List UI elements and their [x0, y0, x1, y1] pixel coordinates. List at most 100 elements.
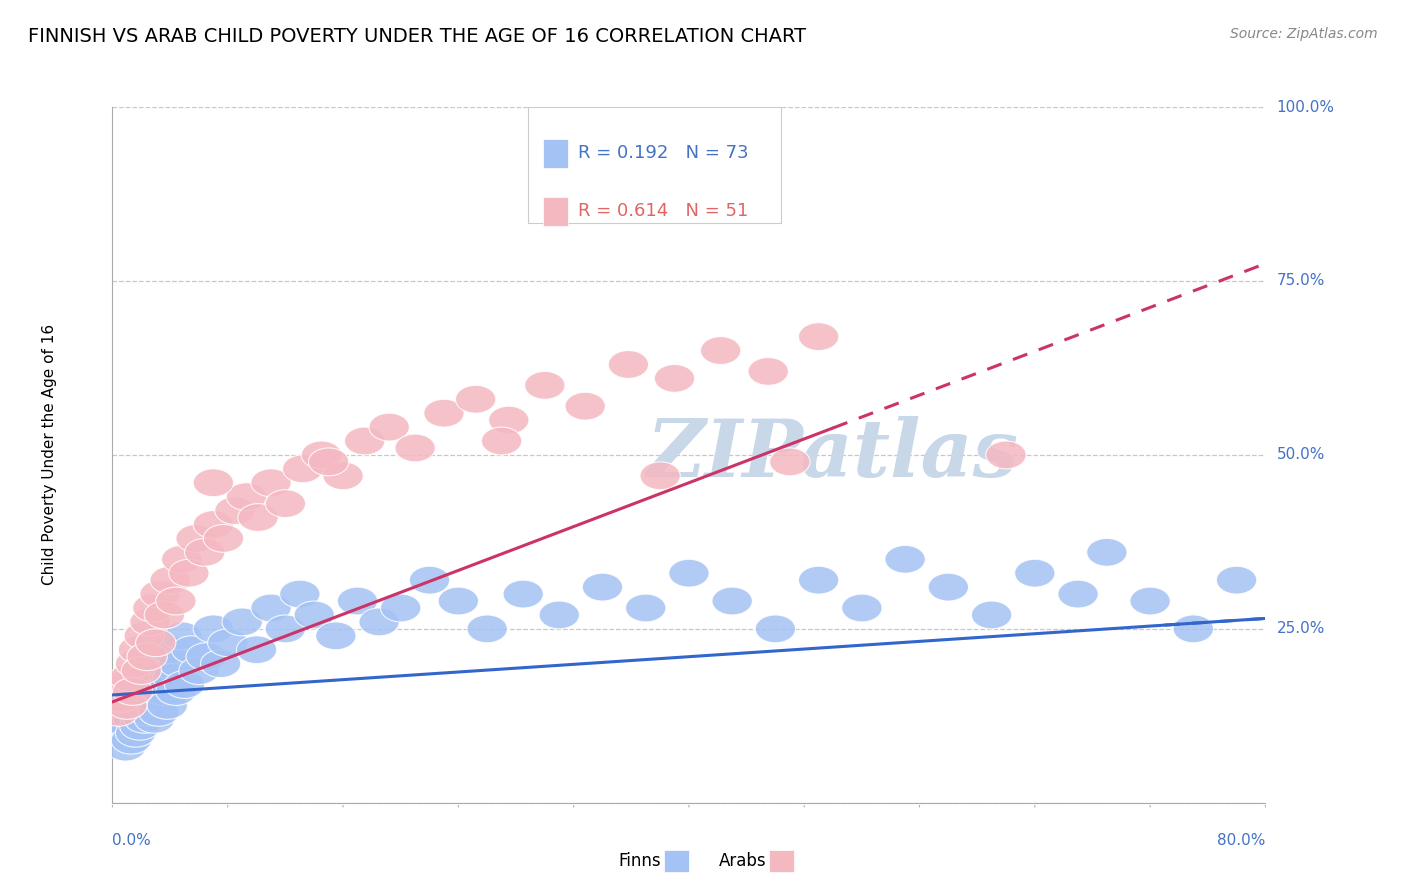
Ellipse shape	[117, 684, 157, 713]
Ellipse shape	[204, 524, 243, 552]
Ellipse shape	[640, 462, 681, 490]
Ellipse shape	[112, 691, 153, 719]
Ellipse shape	[127, 684, 167, 713]
Ellipse shape	[136, 684, 177, 713]
Ellipse shape	[489, 406, 529, 434]
Ellipse shape	[481, 427, 522, 455]
Text: ZIPatlas: ZIPatlas	[647, 417, 1019, 493]
Ellipse shape	[165, 671, 205, 698]
Ellipse shape	[121, 678, 162, 706]
Ellipse shape	[1216, 566, 1257, 594]
Ellipse shape	[700, 336, 741, 365]
Text: 100.0%: 100.0%	[1277, 100, 1334, 114]
Ellipse shape	[439, 587, 478, 615]
Ellipse shape	[107, 698, 148, 726]
Text: 25.0%: 25.0%	[1277, 622, 1324, 636]
Ellipse shape	[135, 671, 176, 698]
Ellipse shape	[972, 601, 1012, 629]
Ellipse shape	[110, 713, 150, 740]
Ellipse shape	[654, 365, 695, 392]
Ellipse shape	[316, 622, 356, 649]
Ellipse shape	[842, 594, 882, 622]
Ellipse shape	[135, 629, 176, 657]
Text: R = 0.614   N = 51: R = 0.614 N = 51	[578, 202, 748, 220]
Ellipse shape	[565, 392, 606, 420]
Text: 80.0%: 80.0%	[1218, 833, 1265, 848]
Ellipse shape	[186, 643, 226, 671]
Ellipse shape	[323, 462, 363, 490]
Ellipse shape	[238, 504, 278, 532]
Ellipse shape	[467, 615, 508, 643]
Ellipse shape	[118, 698, 159, 726]
Ellipse shape	[105, 733, 146, 761]
Ellipse shape	[215, 497, 254, 524]
Ellipse shape	[132, 691, 173, 719]
Ellipse shape	[112, 678, 153, 706]
Ellipse shape	[582, 574, 623, 601]
Ellipse shape	[110, 664, 150, 691]
Text: Child Poverty Under the Age of 16: Child Poverty Under the Age of 16	[42, 325, 56, 585]
Ellipse shape	[148, 691, 187, 719]
Ellipse shape	[139, 664, 180, 691]
Ellipse shape	[226, 483, 267, 510]
Ellipse shape	[124, 706, 165, 733]
Ellipse shape	[132, 594, 173, 622]
Ellipse shape	[266, 615, 305, 643]
Ellipse shape	[250, 594, 291, 622]
Ellipse shape	[162, 622, 202, 649]
Ellipse shape	[184, 539, 225, 566]
Ellipse shape	[129, 608, 170, 636]
Ellipse shape	[115, 719, 156, 747]
Ellipse shape	[120, 713, 160, 740]
Ellipse shape	[176, 524, 217, 552]
Ellipse shape	[115, 649, 156, 678]
Ellipse shape	[395, 434, 436, 462]
Ellipse shape	[423, 400, 464, 427]
Ellipse shape	[124, 622, 165, 649]
Ellipse shape	[1130, 587, 1170, 615]
Ellipse shape	[755, 615, 796, 643]
Ellipse shape	[337, 587, 378, 615]
Text: 50.0%: 50.0%	[1277, 448, 1324, 462]
Ellipse shape	[118, 636, 159, 664]
Ellipse shape	[524, 371, 565, 400]
Ellipse shape	[884, 545, 925, 574]
Ellipse shape	[193, 615, 233, 643]
Ellipse shape	[139, 580, 180, 608]
Ellipse shape	[928, 574, 969, 601]
Ellipse shape	[799, 566, 839, 594]
Ellipse shape	[1087, 539, 1128, 566]
Ellipse shape	[538, 601, 579, 629]
Ellipse shape	[114, 706, 155, 733]
Ellipse shape	[156, 678, 195, 706]
Text: R = 0.192   N = 73: R = 0.192 N = 73	[578, 145, 749, 162]
Ellipse shape	[134, 706, 174, 733]
Ellipse shape	[107, 691, 148, 719]
Ellipse shape	[1015, 559, 1054, 587]
Ellipse shape	[308, 448, 349, 475]
Ellipse shape	[111, 726, 152, 754]
Ellipse shape	[301, 441, 342, 469]
Ellipse shape	[222, 608, 263, 636]
Ellipse shape	[162, 545, 202, 574]
Ellipse shape	[1057, 580, 1098, 608]
Ellipse shape	[769, 448, 810, 475]
Ellipse shape	[145, 601, 184, 629]
Ellipse shape	[150, 636, 190, 664]
Ellipse shape	[409, 566, 450, 594]
Ellipse shape	[266, 490, 305, 517]
Ellipse shape	[172, 636, 212, 664]
Ellipse shape	[748, 358, 789, 385]
Ellipse shape	[503, 580, 543, 608]
Ellipse shape	[193, 510, 233, 539]
Ellipse shape	[283, 455, 323, 483]
Ellipse shape	[456, 385, 496, 413]
Text: Arabs: Arabs	[718, 852, 766, 870]
Ellipse shape	[799, 323, 839, 351]
Ellipse shape	[711, 587, 752, 615]
Ellipse shape	[138, 698, 179, 726]
Ellipse shape	[1173, 615, 1213, 643]
Ellipse shape	[103, 719, 143, 747]
Ellipse shape	[169, 559, 209, 587]
Text: Source: ZipAtlas.com: Source: ZipAtlas.com	[1230, 27, 1378, 41]
